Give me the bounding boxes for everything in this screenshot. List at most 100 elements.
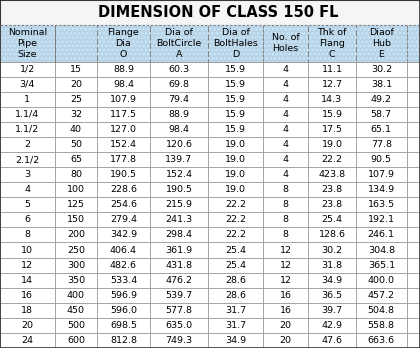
Text: 4: 4 bbox=[283, 125, 289, 134]
Bar bbox=[150, 227, 208, 243]
Text: 298.4: 298.4 bbox=[165, 230, 192, 239]
Text: 15.9: 15.9 bbox=[225, 80, 246, 89]
Text: 25.4: 25.4 bbox=[225, 261, 246, 270]
Bar bbox=[0, 92, 55, 107]
Bar bbox=[0, 258, 55, 272]
Bar bbox=[263, 243, 308, 258]
Text: 476.2: 476.2 bbox=[165, 276, 192, 285]
Bar bbox=[407, 272, 420, 288]
Bar bbox=[0, 62, 55, 77]
Bar bbox=[55, 122, 97, 137]
Bar bbox=[208, 212, 263, 227]
Bar bbox=[308, 77, 356, 92]
Text: 1.1/2: 1.1/2 bbox=[15, 125, 39, 134]
Text: 139.7: 139.7 bbox=[165, 155, 192, 164]
Bar bbox=[150, 152, 208, 167]
Bar bbox=[407, 167, 420, 182]
Bar bbox=[0, 303, 55, 318]
Bar bbox=[208, 152, 263, 167]
Bar bbox=[150, 62, 208, 77]
Bar bbox=[356, 182, 407, 197]
Text: 749.3: 749.3 bbox=[165, 336, 192, 345]
Bar bbox=[150, 122, 208, 137]
Text: 6: 6 bbox=[24, 215, 30, 224]
Text: 698.5: 698.5 bbox=[110, 321, 137, 330]
Text: 423.8: 423.8 bbox=[318, 170, 346, 179]
Text: 1/2: 1/2 bbox=[20, 65, 35, 74]
Bar bbox=[150, 258, 208, 272]
Bar bbox=[208, 25, 263, 62]
Bar bbox=[150, 243, 208, 258]
Bar bbox=[97, 227, 150, 243]
Bar bbox=[55, 152, 97, 167]
Text: 12: 12 bbox=[21, 261, 34, 270]
Bar bbox=[308, 122, 356, 137]
Text: 431.8: 431.8 bbox=[165, 261, 192, 270]
Text: 228.6: 228.6 bbox=[110, 185, 137, 194]
Bar bbox=[263, 227, 308, 243]
Bar bbox=[150, 303, 208, 318]
Text: 79.4: 79.4 bbox=[168, 95, 189, 104]
Bar bbox=[308, 152, 356, 167]
Text: 150: 150 bbox=[67, 215, 85, 224]
Bar bbox=[356, 272, 407, 288]
Text: 663.6: 663.6 bbox=[368, 336, 395, 345]
Text: 200: 200 bbox=[67, 230, 85, 239]
Text: 482.6: 482.6 bbox=[110, 261, 137, 270]
Bar bbox=[0, 0, 420, 25]
Bar bbox=[208, 182, 263, 197]
Bar bbox=[55, 318, 97, 333]
Text: 34.9: 34.9 bbox=[321, 276, 343, 285]
Text: 16: 16 bbox=[280, 291, 291, 300]
Text: 15: 15 bbox=[70, 65, 82, 74]
Text: 190.5: 190.5 bbox=[110, 170, 137, 179]
Bar bbox=[97, 107, 150, 122]
Bar bbox=[0, 25, 55, 62]
Bar bbox=[407, 182, 420, 197]
Bar bbox=[356, 243, 407, 258]
Text: 246.1: 246.1 bbox=[368, 230, 395, 239]
Bar bbox=[308, 258, 356, 272]
Text: 98.4: 98.4 bbox=[168, 125, 189, 134]
Bar bbox=[407, 77, 420, 92]
Text: 596.9: 596.9 bbox=[110, 291, 137, 300]
Bar bbox=[308, 197, 356, 212]
Text: DIMENSION OF CLASS 150 FL: DIMENSION OF CLASS 150 FL bbox=[98, 5, 339, 20]
Bar bbox=[407, 227, 420, 243]
Text: No. of
Holes: No. of Holes bbox=[272, 33, 299, 53]
Text: 39.7: 39.7 bbox=[321, 306, 343, 315]
Text: 600: 600 bbox=[67, 336, 85, 345]
Text: 8: 8 bbox=[24, 230, 30, 239]
Bar bbox=[263, 107, 308, 122]
Bar bbox=[0, 122, 55, 137]
Bar bbox=[263, 152, 308, 167]
Bar bbox=[308, 227, 356, 243]
Bar bbox=[308, 25, 356, 62]
Bar bbox=[407, 62, 420, 77]
Bar bbox=[263, 318, 308, 333]
Text: 3: 3 bbox=[24, 170, 31, 179]
Bar bbox=[208, 303, 263, 318]
Text: 152.4: 152.4 bbox=[165, 170, 192, 179]
Bar bbox=[208, 288, 263, 303]
Bar bbox=[0, 243, 55, 258]
Text: 31.7: 31.7 bbox=[225, 321, 246, 330]
Text: 107.9: 107.9 bbox=[110, 95, 137, 104]
Bar bbox=[407, 152, 420, 167]
Text: 19.0: 19.0 bbox=[225, 140, 246, 149]
Bar bbox=[97, 77, 150, 92]
Text: Thk of
Flang
C: Thk of Flang C bbox=[317, 28, 346, 58]
Text: 40: 40 bbox=[70, 125, 82, 134]
Bar bbox=[97, 318, 150, 333]
Bar bbox=[208, 167, 263, 182]
Bar bbox=[150, 197, 208, 212]
Text: Diaof
Hub
E: Diaof Hub E bbox=[369, 28, 394, 58]
Text: 8: 8 bbox=[283, 215, 289, 224]
Text: 25.4: 25.4 bbox=[321, 215, 342, 224]
Text: 20: 20 bbox=[280, 336, 291, 345]
Bar bbox=[407, 107, 420, 122]
Bar bbox=[97, 303, 150, 318]
Bar bbox=[0, 197, 55, 212]
Text: 23.8: 23.8 bbox=[321, 200, 343, 209]
Bar bbox=[208, 333, 263, 348]
